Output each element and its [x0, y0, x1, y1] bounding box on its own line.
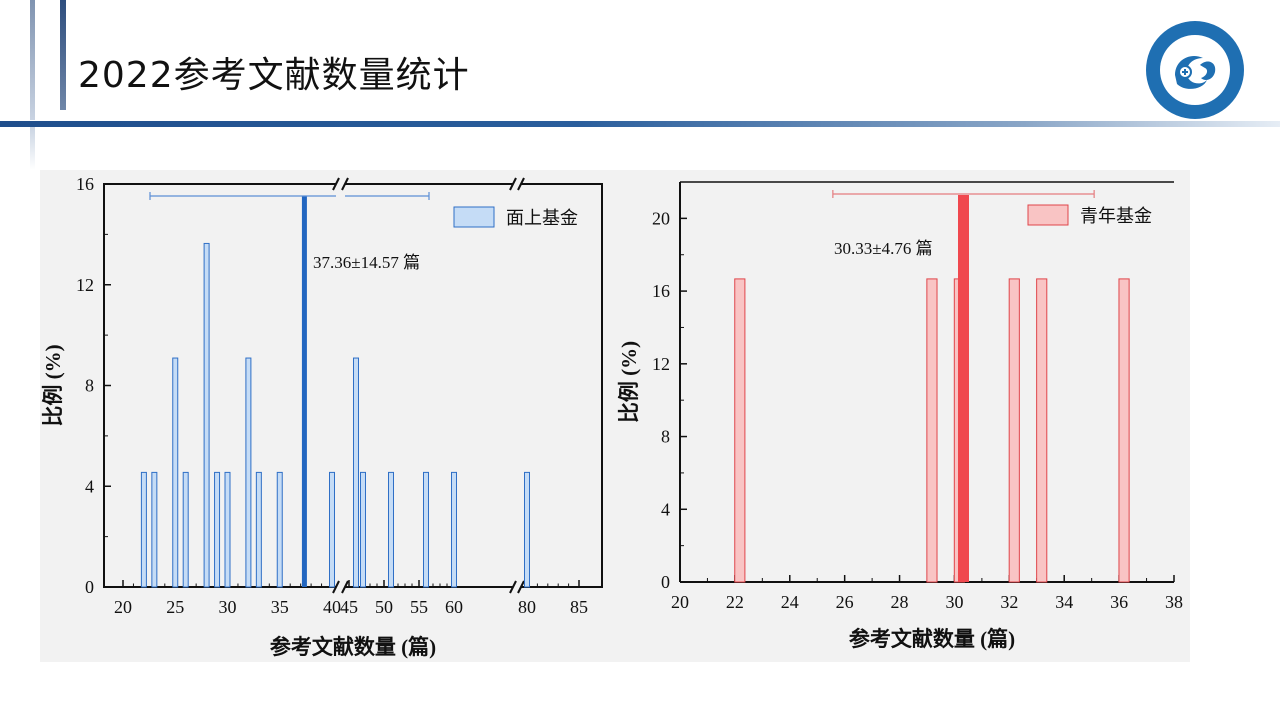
axis-break-mark	[509, 580, 517, 594]
histogram-bar	[214, 471, 221, 588]
axis-break-mark	[332, 580, 340, 594]
histogram-bar	[140, 471, 147, 588]
x-tick-label: 20	[671, 592, 689, 612]
mean-annotation: 30.33±4.76 篇	[834, 239, 933, 258]
histogram-bar	[524, 471, 530, 588]
y-tick-label: 4	[85, 476, 94, 496]
x-axis-label: 参考文献数量 (篇)	[849, 627, 1015, 651]
x-tick-label: 45	[340, 597, 358, 617]
x-tick-label: 32	[1000, 592, 1018, 612]
x-tick-label: 24	[781, 592, 799, 612]
histogram-bar	[224, 471, 231, 588]
y-tick-label: 0	[661, 572, 670, 592]
x-tick-label: 35	[271, 597, 289, 617]
chart-panel-qingnian: 0 4 8 12 16 20 20 22 24 26 28 30 32 34 36 38 30.33±4.76 …	[614, 170, 1190, 662]
histogram-bar	[1008, 278, 1020, 583]
x-tick-label: 25	[166, 597, 184, 617]
x-tick-label: 36	[1110, 592, 1128, 612]
legend-label: 面上基金	[506, 208, 578, 228]
mean-line	[958, 195, 970, 582]
chart-qingnian: 0 4 8 12 16 20 20 22 24 26 28 30 32 34 36 38 30.33±4.76 …	[617, 181, 1183, 651]
histogram-bar	[172, 357, 179, 588]
university-logo	[1146, 21, 1244, 119]
histogram-bar	[255, 471, 262, 588]
y-axis-label: 比例 (%)	[617, 341, 641, 423]
y-tick-label: 16	[652, 281, 670, 301]
y-tick-label: 8	[85, 376, 94, 396]
x-tick-label: 30	[219, 597, 237, 617]
histogram-bar	[1036, 278, 1048, 583]
decor-vertical-bar-dark	[60, 0, 66, 110]
axis-break-gap-bottom	[336, 583, 345, 591]
axis-break-gap-top	[513, 180, 521, 188]
x-tick-label: 50	[375, 597, 393, 617]
axis-break-mark	[332, 177, 340, 191]
x-tick-label: 85	[570, 597, 588, 617]
histogram-bar	[203, 242, 210, 588]
histogram-bar	[353, 357, 359, 588]
axis-break-gap-bottom	[513, 583, 521, 591]
decor-vertical-bar-fade	[30, 126, 35, 170]
x-tick-label: 20	[114, 597, 132, 617]
histogram-bar	[182, 471, 189, 588]
legend-label: 青年基金	[1080, 206, 1152, 226]
decor-vertical-bar-light	[30, 0, 35, 120]
x-tick-label: 34	[1055, 592, 1073, 612]
axis-break-gap-top	[336, 180, 345, 188]
mean-annotation: 37.36±14.57 篇	[313, 253, 420, 272]
x-axis-label: 参考文献数量 (篇)	[270, 635, 436, 659]
histogram-bar	[329, 471, 335, 588]
chart-mianshang: 0 4 8 12 16 20 25 30 35 40 45 50 55 60 80 85 37.36±14.57…	[41, 174, 603, 659]
axis-break-mark	[517, 177, 525, 191]
y-axis-label: 比例 (%)	[41, 344, 65, 426]
y-tick-label: 0	[85, 577, 94, 597]
axis-break-mark	[341, 177, 349, 191]
y-tick-label: 16	[76, 174, 94, 194]
y-tick-label: 12	[76, 275, 94, 295]
axis-break-mark	[509, 177, 517, 191]
x-tick-label: 38	[1165, 592, 1183, 612]
histogram-bar	[1118, 278, 1130, 583]
x-tick-label: 22	[726, 592, 744, 612]
x-tick-label: 40	[323, 597, 341, 617]
histogram-bar	[388, 471, 394, 588]
legend-swatch	[1027, 204, 1069, 226]
axis-break-mark	[517, 580, 525, 594]
legend-swatch	[453, 206, 495, 228]
x-tick-label: 55	[410, 597, 428, 617]
histogram-bar	[926, 278, 938, 583]
y-tick-label: 4	[661, 499, 670, 519]
histogram-bar	[276, 471, 283, 588]
x-tick-label: 80	[518, 597, 536, 617]
histogram-bar	[360, 471, 366, 588]
histogram-bar	[734, 278, 746, 583]
x-tick-label: 60	[445, 597, 463, 617]
histogram-bar	[451, 471, 457, 588]
chart-panel-mianshang: 0 4 8 12 16 20 25 30 35 40 45 50 55 60 80 85 37.36±14.57…	[40, 170, 620, 662]
mean-line	[301, 196, 307, 587]
histogram-bar	[151, 471, 158, 588]
page-title: 2022参考文献数量统计	[78, 55, 470, 96]
y-tick-label: 20	[652, 208, 670, 228]
x-tick-label: 26	[836, 592, 854, 612]
x-tick-label: 28	[891, 592, 909, 612]
y-tick-label: 8	[661, 427, 670, 447]
histogram-bar	[245, 357, 252, 588]
x-tick-label: 30	[945, 592, 963, 612]
y-tick-label: 12	[652, 354, 670, 374]
title-divider-bar	[0, 121, 1280, 127]
histogram-bar	[423, 471, 429, 588]
axis-break-mark	[341, 580, 349, 594]
